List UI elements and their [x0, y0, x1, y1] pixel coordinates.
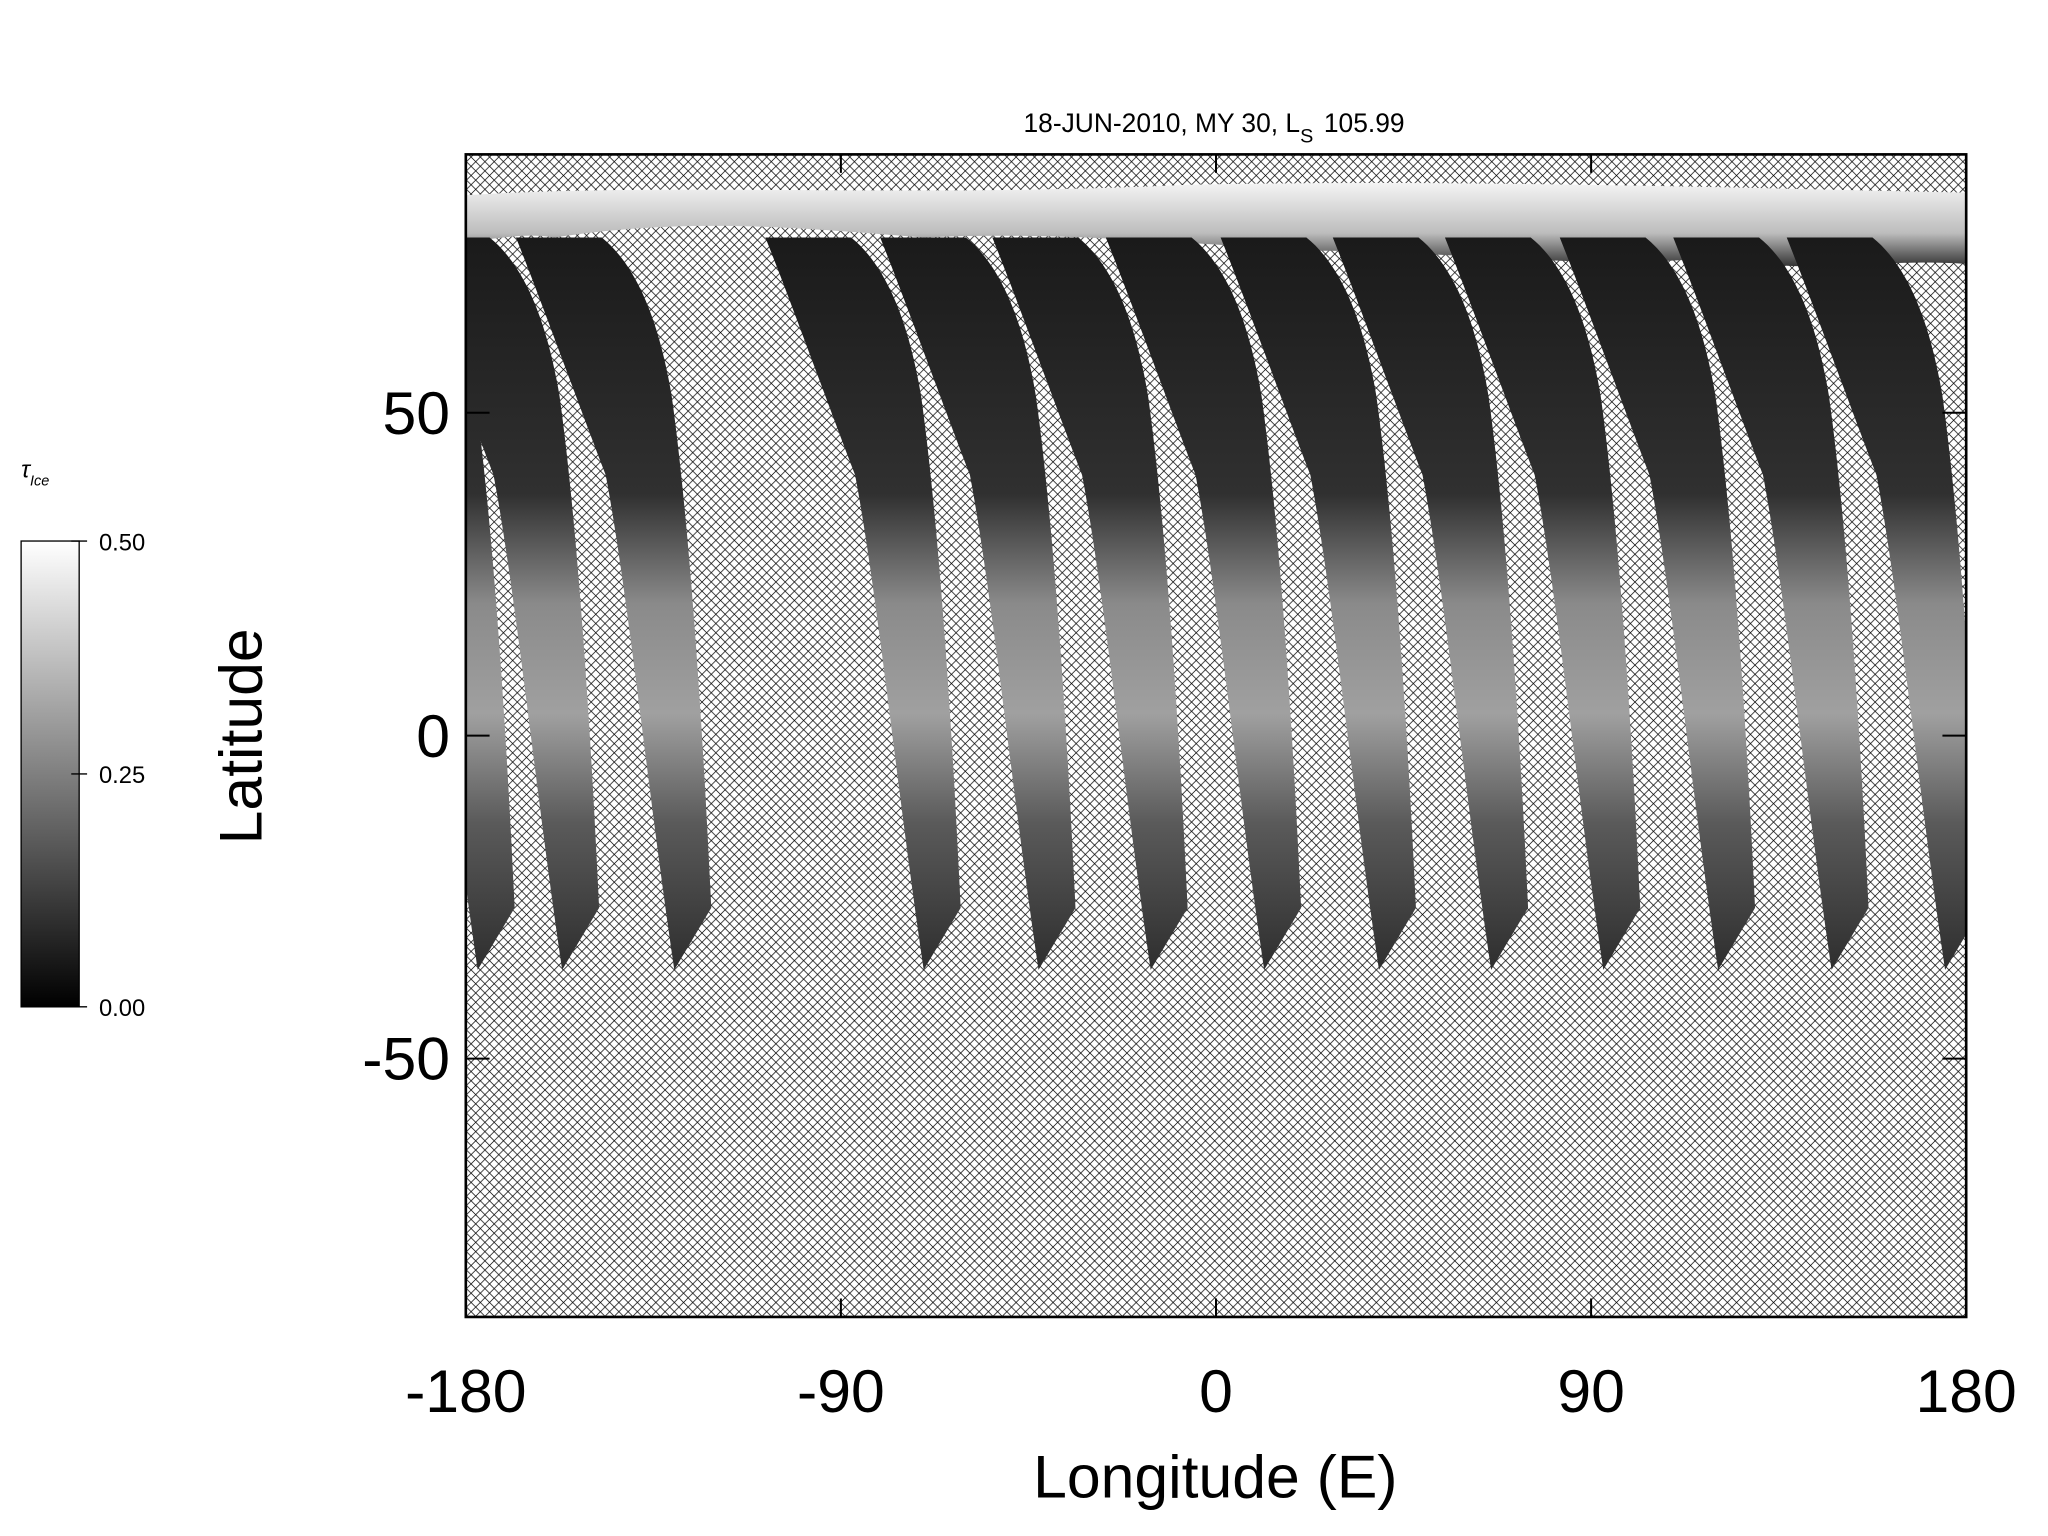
y-tick-label: -50 [362, 1025, 450, 1093]
colorbar-tick-label: 0.00 [99, 995, 145, 1022]
observation-swath [1673, 237, 1869, 970]
y-tick-label: 0 [416, 702, 450, 770]
x-axis-label: Longitude (E) [1033, 1443, 1397, 1511]
colorbar-label: τIce [21, 457, 49, 490]
title-subscript: S [1300, 126, 1313, 148]
observation-swath [992, 237, 1188, 970]
colorbar-label-text: τ [21, 457, 32, 484]
x-tick-label: -90 [797, 1357, 885, 1425]
observation-swath [465, 351, 515, 970]
x-tick-label: 0 [1199, 1357, 1233, 1425]
colorbar: τIce 0.00 0.25 0.50 [20, 457, 145, 1022]
colorbar-label-subscript: Ice [30, 474, 49, 490]
observation-swath [515, 237, 712, 970]
swaths [465, 183, 1967, 970]
title-end: 105.99 [1324, 108, 1405, 138]
plot-area [464, 153, 1968, 1319]
y-axis-label: Latitude [206, 628, 274, 844]
observation-swath [765, 237, 961, 970]
x-tick-label: -180 [405, 1357, 526, 1425]
chart-title: 18-JUN-2010, MY 30, LS 105.99 [1024, 108, 1405, 148]
observation-swath [1220, 237, 1416, 970]
title-text: 18-JUN-2010, MY 30, L [1024, 108, 1301, 138]
y-tick-label: 50 [382, 379, 450, 447]
colorbar-tick-label: 0.50 [99, 529, 145, 556]
x-tick-label: 180 [1916, 1357, 2017, 1425]
colorbar-tick-label: 0.25 [99, 762, 145, 789]
observation-swath [880, 237, 1076, 970]
observation-swath [1332, 237, 1529, 970]
x-tick-label: 90 [1557, 1357, 1625, 1425]
observation-swath [1786, 237, 1967, 970]
observation-swath [1559, 237, 1756, 970]
observation-swath [465, 237, 600, 970]
observation-swath [1444, 237, 1641, 970]
observation-swath [1105, 237, 1302, 970]
colorbar-scale [20, 540, 80, 1008]
